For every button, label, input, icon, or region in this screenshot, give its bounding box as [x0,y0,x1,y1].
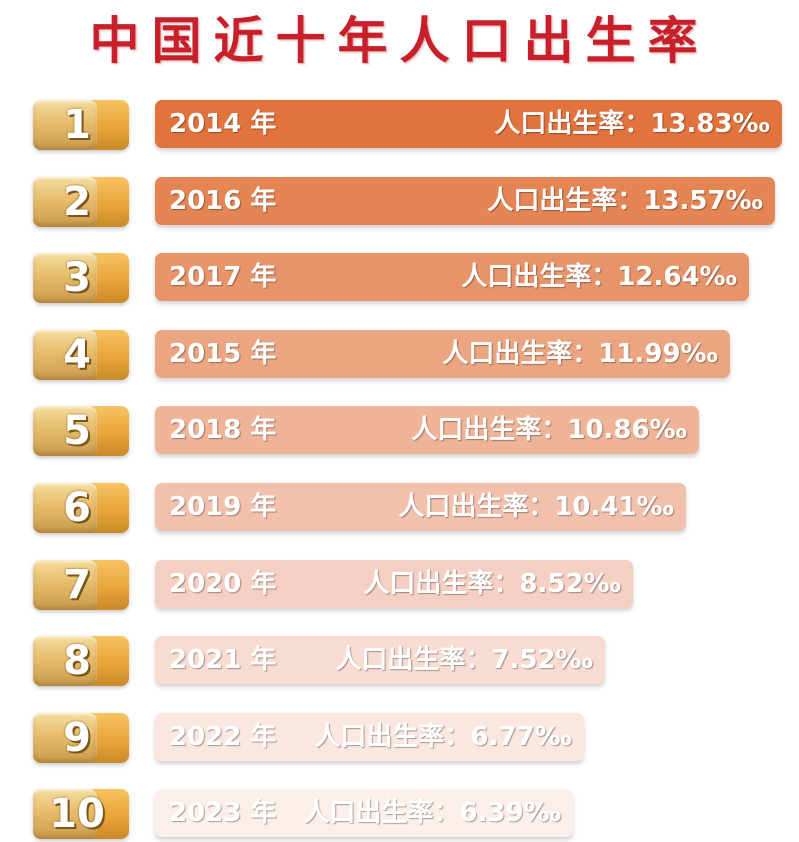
bar-value-label: 人口出生率：7.52‰ [335,645,593,675]
rank-badge: 2 [33,177,129,227]
bar: 2017 年 人口出生率：12.64‰ [155,253,749,301]
rank-number: 9 [63,715,91,761]
bar-row: 6 2019 年 人口出生率：10.41‰ [0,483,799,535]
bar: 2023 年人口出生率：6.39‰ [155,789,573,837]
rank-badge: 4 [33,330,129,380]
rank-badge: 3 [33,253,129,303]
rank-badge: 5 [33,406,129,456]
rank-badge-face [33,406,97,456]
rank-number: 8 [63,638,91,684]
rank-badge: 1 [33,100,129,150]
bar: 2022 年 人口出生率：6.77‰ [155,713,584,761]
bar: 2015 年 人口出生率：11.99‰ [155,330,730,378]
bar-year-label: 2017 年 [169,262,277,292]
rank-badge-face [33,253,97,303]
bar-row: 3 2017 年 人口出生率：12.64‰ [0,253,799,305]
bar-row: 2 2016 年 人口出生率：13.57‰ [0,177,799,229]
rank-number: 4 [63,332,91,378]
bar: 2019 年 人口出生率：10.41‰ [155,483,686,531]
bar-value-label: 人口出生率：13.57‰ [487,186,763,216]
bar: 2021 年 人口出生率：7.52‰ [155,636,605,684]
chart-title: 中国近十年人口出生率 [89,11,710,70]
rank-number: 6 [63,485,91,531]
rank-number: 5 [63,408,91,454]
bar-row: 1 2014 年 人口出生率：13.83‰ [0,100,799,152]
bar-value-label: 人口出生率：11.99‰ [442,339,718,369]
bar-row: 9 2022 年 人口出生率：6.77‰ [0,713,799,765]
rank-number: 2 [63,179,91,225]
rank-badge-face [33,100,97,150]
bar-row: 7 2020 年 人口出生率：8.52‰ [0,560,799,612]
bar-year-label: 2020 年 [169,569,277,599]
rank-badge: 7 [33,560,129,610]
bar: 2014 年 人口出生率：13.83‰ [155,100,782,148]
bar-year-label: 2023 年 [169,798,277,828]
bar-value-label: 人口出生率：13.83‰ [494,109,770,139]
rank-badge: 9 [33,713,129,763]
bar-value-label: 人口出生率：6.39‰ [303,798,561,828]
rank-number: 10 [49,791,105,837]
bar-year-label: 2022 年 [169,722,277,752]
bar-value-label: 人口出生率：10.86‰ [411,415,687,445]
rank-badge-face [33,177,97,227]
bar-year-label: 2016 年 [169,186,277,216]
bar-year-label: 2014 年 [169,109,277,139]
bar-value-label: 人口出生率：12.64‰ [461,262,737,292]
rank-badge-face [33,713,97,763]
bar-value-label: 人口出生率：8.52‰ [363,569,621,599]
rank-badge-face [33,636,97,686]
rank-badge-face [33,483,97,533]
bar-value-label: 人口出生率：6.77‰ [314,722,572,752]
rank-number: 3 [63,255,91,301]
rank-badge-face [33,789,97,839]
rank-badge-face [33,330,97,380]
bar-row: 8 2021 年 人口出生率：7.52‰ [0,636,799,688]
bar-year-label: 2021 年 [169,645,277,675]
rank-number: 1 [63,102,91,148]
bar-row: 4 2015 年 人口出生率：11.99‰ [0,330,799,382]
rank-badge-face [33,560,97,610]
bar-year-label: 2019 年 [169,492,277,522]
rank-badge: 10 [33,789,129,839]
bar: 2018 年 人口出生率：10.86‰ [155,406,699,454]
bar-row: 5 2018 年 人口出生率：10.86‰ [0,406,799,458]
rank-badge: 8 [33,636,129,686]
bar: 2020 年 人口出生率：8.52‰ [155,560,633,608]
bar-row: 10 2023 年人口出生率：6.39‰ [0,789,799,841]
bar: 2016 年 人口出生率：13.57‰ [155,177,775,225]
bar-value-label: 人口出生率：10.41‰ [398,492,674,522]
bar-year-label: 2015 年 [169,339,277,369]
bar-year-label: 2018 年 [169,415,277,445]
rank-number: 7 [63,562,91,608]
rank-badge: 6 [33,483,129,533]
